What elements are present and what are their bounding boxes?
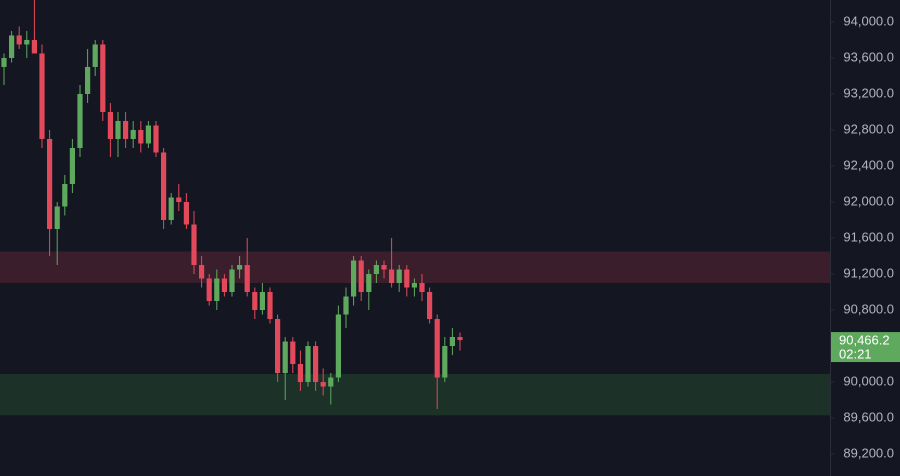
- candle-body: [145, 125, 151, 144]
- candle-body: [434, 319, 440, 378]
- last-price-label: 90,466.2: [839, 332, 890, 347]
- y-tick-label: 89,200.0: [843, 445, 894, 460]
- y-tick-label: 89,600.0: [843, 409, 894, 424]
- candle-body: [229, 269, 235, 293]
- candle-body: [183, 201, 189, 225]
- candle-body: [282, 341, 288, 374]
- candle-body: [123, 120, 129, 139]
- candle-body: [427, 292, 433, 320]
- candle-body: [107, 111, 113, 139]
- candle-body: [252, 292, 258, 311]
- y-tick-label: 93,200.0: [843, 85, 894, 100]
- candle-body: [328, 377, 334, 387]
- candle-body: [449, 337, 455, 347]
- candle-body: [206, 278, 212, 302]
- candle-body: [320, 382, 326, 387]
- candle-body: [47, 138, 53, 229]
- candle-body: [92, 44, 98, 67]
- candle-body: [237, 265, 243, 270]
- candle-body: [9, 35, 15, 58]
- candle-body: [24, 39, 30, 45]
- candle-body: [404, 269, 410, 288]
- candle-body: [69, 147, 75, 184]
- candle-body: [138, 129, 144, 144]
- y-tick-label: 92,800.0: [843, 121, 894, 136]
- candle-body: [130, 129, 136, 139]
- candle-body: [297, 364, 303, 383]
- candle-body: [267, 292, 273, 320]
- y-tick-label: 90,000.0: [843, 373, 894, 388]
- candle-body: [77, 93, 83, 148]
- price-tag: 90,466.202:21: [831, 332, 900, 363]
- price-tag-box: [831, 332, 900, 363]
- candle-body: [343, 296, 349, 315]
- candle-body: [358, 260, 364, 293]
- candle-body: [313, 346, 319, 383]
- candle-body: [305, 346, 311, 383]
- candle-body: [100, 44, 106, 112]
- candle-body: [1, 57, 7, 67]
- candle-body: [259, 292, 265, 311]
- candle-body: [290, 341, 296, 365]
- candle-body: [396, 269, 402, 284]
- y-tick-label: 91,600.0: [843, 229, 894, 244]
- candle-body: [31, 39, 37, 54]
- zone: [0, 251, 830, 284]
- candle-body: [351, 260, 357, 297]
- candle-body: [457, 337, 463, 341]
- y-tick-label: 94,000.0: [843, 13, 894, 28]
- candle-body: [168, 197, 174, 220]
- candle-body: [39, 53, 45, 139]
- candle-body: [381, 265, 387, 270]
- zone: [0, 373, 830, 416]
- candle-body: [199, 265, 205, 279]
- candle-body: [85, 66, 91, 94]
- candle-body: [54, 206, 60, 229]
- y-tick-label: 91,200.0: [843, 265, 894, 280]
- y-tick-label: 93,600.0: [843, 49, 894, 64]
- candle-body: [221, 278, 227, 293]
- candle-body: [442, 346, 448, 378]
- candle-body: [191, 224, 197, 266]
- candle-body: [275, 319, 281, 374]
- candle-body: [244, 265, 250, 293]
- candle-body: [366, 274, 372, 293]
- candle-body: [115, 120, 121, 139]
- candle-body: [373, 265, 379, 275]
- candle-body: [419, 283, 425, 293]
- y-tick-label: 92,400.0: [843, 157, 894, 172]
- candle-body: [389, 269, 395, 284]
- candle-body: [161, 152, 167, 220]
- candle-body: [176, 197, 182, 202]
- candle-body: [411, 283, 417, 288]
- candle-body: [335, 314, 341, 378]
- y-tick-label: 92,000.0: [843, 193, 894, 208]
- candle-body: [153, 125, 159, 153]
- countdown-label: 02:21: [839, 346, 872, 361]
- y-tick-label: 90,800.0: [843, 301, 894, 316]
- candle-body: [214, 278, 220, 302]
- candle-body: [62, 183, 68, 207]
- candle-body: [16, 35, 22, 45]
